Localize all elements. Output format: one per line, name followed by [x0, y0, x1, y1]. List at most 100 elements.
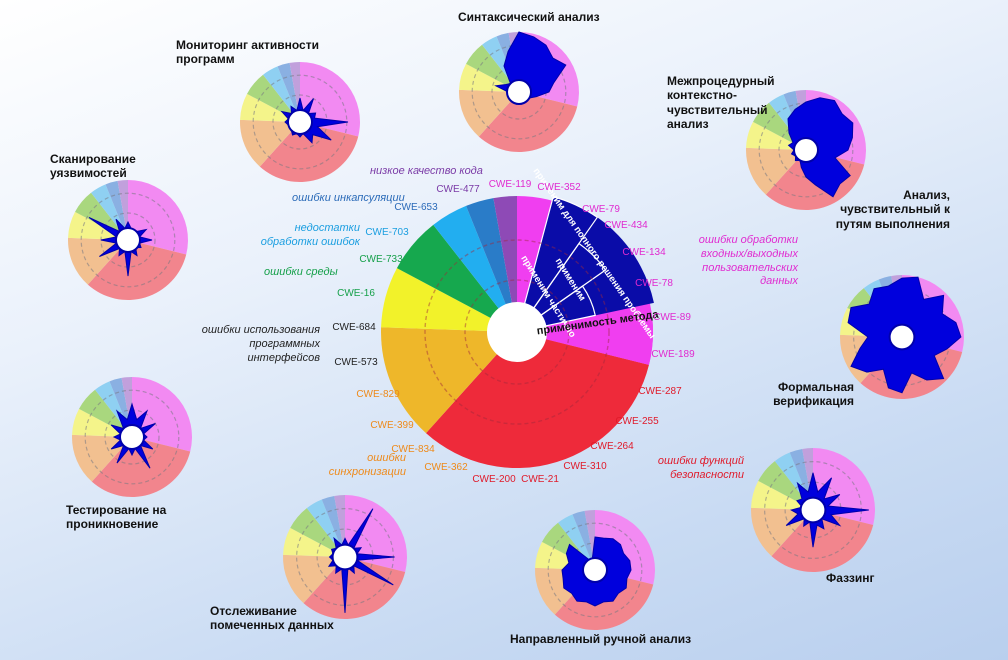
- method-chart-sector: [247, 74, 300, 122]
- method-chart-fuzzing: [535, 510, 656, 630]
- cwe-label: CWE-434: [604, 220, 648, 231]
- method-chart-interprocedural: [746, 90, 866, 211]
- method-chart-hub: [799, 496, 827, 524]
- method-chart-hub: [115, 227, 141, 253]
- method-chart-ring: [80, 192, 176, 288]
- method-chart-sector: [290, 508, 345, 557]
- method-chart-sector: [558, 514, 595, 570]
- cwe-label: CWE-255: [615, 416, 659, 427]
- method-chart-sector: [128, 180, 188, 255]
- method-chart-taint: [72, 377, 193, 497]
- sector-green: [396, 224, 517, 332]
- method-label-interprocedural: Межпроцедурный контекстно-чувствительный…: [667, 74, 775, 132]
- cwe-label: CWE-703: [365, 227, 409, 238]
- method-chart-hub: [506, 79, 532, 105]
- category-encapsulation: ошибки инкапсуляции: [292, 192, 405, 204]
- scale-ring: [424, 239, 610, 425]
- method-chart-sector: [277, 62, 300, 122]
- cwe-label: CWE-310: [563, 461, 607, 472]
- method-chart-sector: [345, 495, 407, 572]
- sector-blue: [466, 198, 517, 332]
- method-chart-sector: [321, 495, 345, 557]
- category-api-usage: ошибки использования программных интерфе…: [201, 324, 320, 364]
- method-chart-sector: [132, 377, 193, 452]
- method-chart-sector: [758, 461, 813, 510]
- category-low-quality: низкое качество кода: [370, 165, 483, 177]
- method-chart-hub: [793, 137, 819, 163]
- method-label-vuln-scan: Сканирование уязвимостей: [50, 152, 136, 181]
- method-applicability-wedge: [517, 320, 653, 365]
- method-chart-hub: [582, 557, 608, 583]
- method-chart-sector: [240, 119, 300, 167]
- method-label-monitoring: Мониторинг активности программ: [176, 38, 319, 67]
- method-chart-sector: [771, 510, 874, 572]
- cwe-label: CWE-119: [489, 179, 532, 190]
- method-chart-pentest: [68, 180, 188, 300]
- category-environment: ошибки среды: [264, 266, 338, 278]
- cwe-label: CWE-684: [332, 322, 376, 333]
- method-chart-profile: [785, 472, 869, 548]
- cwe-label: CWE-399: [370, 420, 414, 431]
- method-chart-sector: [75, 192, 128, 240]
- central-wheel: [381, 196, 654, 468]
- method-chart-sector: [334, 495, 345, 557]
- method-chart-sector: [117, 180, 128, 240]
- method-label-taint: Отслеживание помеченных данных: [210, 604, 334, 633]
- center-hub: [487, 302, 547, 362]
- cwe-label: CWE-733: [359, 254, 403, 265]
- cwe-label: CWE-134: [622, 247, 666, 258]
- cwe-label: CWE-200: [472, 474, 516, 485]
- category-error-handling: недостатки обработки ошибок: [260, 222, 360, 248]
- method-label-syntax: Синтаксический анализ: [458, 10, 600, 24]
- sector-orange: [381, 327, 517, 434]
- cwe-label: CWE-834: [391, 444, 435, 455]
- method-chart-hub: [119, 424, 145, 450]
- method-chart-sector: [466, 44, 519, 92]
- cwe-label: CWE-78: [635, 278, 673, 289]
- category-synchronization: ошибки синхронизации: [328, 452, 406, 478]
- method-chart-vuln-scan: [240, 62, 361, 182]
- cwe-label: CWE-653: [394, 202, 438, 213]
- cwe-label: CWE-477: [436, 184, 480, 195]
- cwe-label: CWE-21: [521, 474, 559, 485]
- method-chart-sector: [746, 147, 806, 195]
- cwe-label: CWE-287: [638, 386, 682, 397]
- method-chart-ring: [84, 389, 180, 485]
- method-chart-syntax: [459, 31, 580, 152]
- category-io-handling: ошибки обработки входных/выходных пользо…: [698, 234, 798, 288]
- method-label-manual: Направленный ручной анализ: [510, 632, 692, 646]
- method-chart-hub: [888, 323, 916, 351]
- method-chart-ring: [547, 522, 643, 618]
- method-label-path-sensitive: Анализ, чувствительный к путям выполнени…: [835, 188, 950, 231]
- method-chart-sector: [79, 389, 132, 437]
- category-security: ошибки функций безопасности: [657, 455, 744, 481]
- method-chart-sector: [283, 554, 345, 604]
- method-chart-hub: [331, 543, 359, 571]
- scale-ring: [464, 279, 570, 385]
- method-chart-formal-verification: [751, 448, 875, 572]
- method-chart-sector: [303, 557, 406, 619]
- cwe-label: CWE-264: [590, 441, 634, 452]
- method-chart-sector: [746, 121, 806, 150]
- cwe-label: CWE-189: [651, 349, 695, 360]
- method-chart-path-sensitive: [840, 275, 964, 399]
- method-chart-sector: [283, 527, 345, 557]
- cwe-label: CWE-573: [334, 357, 378, 368]
- method-chart-sector: [459, 89, 519, 137]
- method-chart-sector: [259, 122, 359, 182]
- method-chart-hub: [287, 109, 313, 135]
- method-label-formal-verification: Формальная верификация: [773, 380, 854, 409]
- cwe-label: CWE-362: [424, 462, 468, 473]
- method-chart-sector: [478, 92, 578, 152]
- method-chart-manual: [283, 495, 407, 619]
- sector-purple: [493, 196, 517, 332]
- method-chart-profile: [327, 508, 395, 613]
- method-chart-sector: [91, 437, 191, 497]
- cwe-label: CWE-89: [653, 312, 691, 323]
- sector-red: [425, 332, 649, 468]
- cwe-label: CWE-79: [582, 204, 620, 215]
- cwe-label: CWE-829: [356, 389, 400, 400]
- method-label-pentest: Тестирование на проникновение: [66, 503, 167, 532]
